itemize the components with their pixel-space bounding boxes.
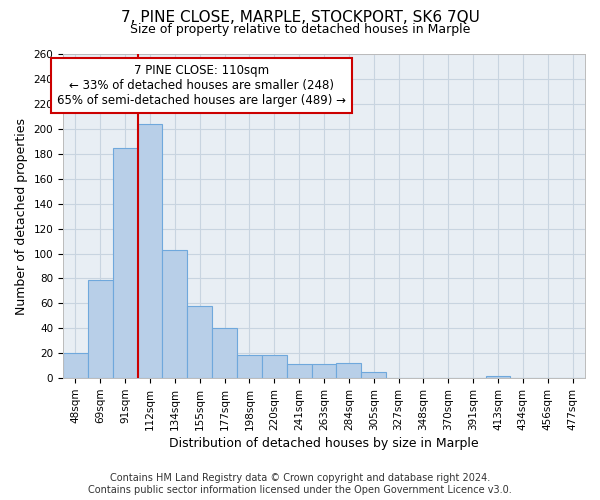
Text: 7, PINE CLOSE, MARPLE, STOCKPORT, SK6 7QU: 7, PINE CLOSE, MARPLE, STOCKPORT, SK6 7Q… (121, 10, 479, 25)
Text: Size of property relative to detached houses in Marple: Size of property relative to detached ho… (130, 22, 470, 36)
Bar (262, 354, 287, 378)
Bar (361, 372, 386, 378)
Bar (88, 280, 113, 378)
Bar (337, 363, 361, 378)
Bar (137, 124, 163, 378)
Bar (287, 364, 311, 378)
Bar (311, 364, 337, 378)
Text: Contains HM Land Registry data © Crown copyright and database right 2024.
Contai: Contains HM Land Registry data © Crown c… (88, 474, 512, 495)
Bar (212, 328, 237, 378)
Bar (163, 250, 187, 378)
Y-axis label: Number of detached properties: Number of detached properties (15, 118, 28, 314)
Bar (63, 354, 88, 378)
Bar (237, 354, 262, 378)
Bar (485, 376, 511, 378)
Text: 7 PINE CLOSE: 110sqm
← 33% of detached houses are smaller (248)
65% of semi-deta: 7 PINE CLOSE: 110sqm ← 33% of detached h… (57, 64, 346, 106)
Bar (187, 306, 212, 378)
Bar (113, 148, 137, 378)
X-axis label: Distribution of detached houses by size in Marple: Distribution of detached houses by size … (169, 437, 479, 450)
